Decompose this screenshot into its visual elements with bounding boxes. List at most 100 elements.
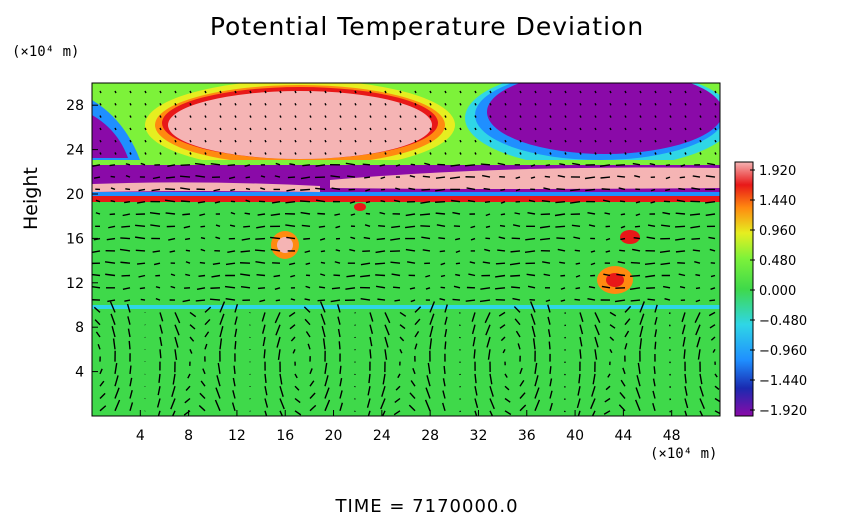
vector-arrow (150, 224, 161, 227)
vector-arrow (466, 187, 476, 191)
vector-arrow (108, 225, 116, 229)
vector-arrow (442, 402, 446, 411)
vector-arrow (603, 410, 611, 415)
vector-arrow (556, 188, 566, 191)
vector-arrow (639, 127, 642, 131)
vector-arrow (224, 285, 236, 289)
vector-arrow (691, 187, 701, 191)
x-tick-label: 20 (325, 428, 343, 444)
vector-arrow (234, 304, 239, 313)
vector-arrow (709, 324, 716, 329)
vector-arrow (609, 324, 616, 329)
vector-arrow (377, 298, 386, 301)
colorbar-tick-label: 1.920 (759, 164, 796, 179)
vector-arrow (204, 127, 207, 131)
vector-arrow (126, 303, 131, 313)
vector-arrow (421, 188, 431, 191)
vector-arrow (309, 102, 312, 106)
vector-arrow (234, 90, 237, 94)
plot-frame (91, 82, 721, 417)
vector-arrow (588, 286, 596, 289)
vector-arrow (440, 262, 446, 266)
vector-arrow (577, 386, 581, 396)
vector-arrow (675, 237, 686, 241)
vector-arrow (135, 224, 146, 227)
vector-arrow (609, 348, 613, 354)
vector-arrow (99, 152, 102, 155)
vector-arrow (379, 164, 386, 167)
vector-arrow (652, 403, 656, 411)
vector-arrow (104, 261, 116, 264)
vector-arrow (369, 102, 372, 106)
vector-arrow (292, 349, 296, 354)
vector-arrow (229, 224, 236, 227)
vector-arrow (624, 139, 627, 143)
vector-arrow (442, 390, 446, 399)
vector-arrow (408, 404, 416, 412)
vector-arrow (487, 349, 491, 360)
vector-arrow (624, 330, 630, 338)
vector-arrow (714, 385, 720, 390)
vector-arrow (99, 115, 102, 118)
vector-arrow (354, 127, 357, 131)
vector-arrow (414, 139, 417, 143)
vector-arrow (393, 410, 401, 416)
vector-arrow (519, 152, 522, 155)
vector-arrow (712, 348, 716, 353)
vector-arrow (399, 348, 403, 354)
vector-arrow (369, 324, 374, 335)
vector-arrow (489, 115, 492, 118)
vector-arrow (624, 152, 627, 155)
colorbar-ticks: 1.920 1.440 0.960 0.480 0.000 −0.480 −0.960 −1.… (750, 164, 807, 419)
vector-arrow (609, 102, 612, 106)
vector-arrow (286, 236, 296, 240)
vector-arrow (594, 115, 597, 118)
vector-arrow (209, 298, 221, 301)
vector-arrow (414, 306, 422, 313)
vector-arrow (654, 102, 657, 106)
vector-arrow (410, 380, 416, 387)
vector-arrow (225, 262, 236, 266)
vector-arrow (425, 387, 431, 399)
vector-arrow (549, 127, 552, 131)
vector-arrow (114, 362, 118, 375)
vector-arrow (409, 174, 416, 178)
vector-arrow (714, 115, 717, 118)
vector-arrow (453, 285, 461, 289)
vector-arrow (435, 188, 446, 192)
vector-arrow (699, 127, 702, 131)
vector-arrow (189, 324, 196, 330)
vector-arrow (114, 399, 121, 412)
y-tick-label: 8 (75, 320, 84, 336)
vector-arrow (159, 127, 162, 131)
vector-arrow (639, 313, 645, 325)
vector-arrow (214, 201, 221, 204)
vector-arrow (617, 261, 626, 264)
vector-arrow (264, 139, 267, 143)
colorbar (734, 161, 754, 417)
vector-arrow (690, 225, 701, 229)
vector-arrow (519, 127, 522, 131)
vector-arrow (555, 201, 566, 204)
vector-arrow (381, 410, 386, 416)
vector-arrow (665, 188, 671, 192)
vector-arrow (414, 90, 417, 94)
vector-arrow (707, 162, 716, 166)
vector-arrow (274, 175, 281, 178)
vector-arrow (204, 152, 207, 155)
vector-arrow (174, 349, 178, 360)
vector-arrow (405, 248, 416, 252)
vector-arrow (309, 152, 312, 155)
vector-arrow (219, 115, 222, 118)
vector-arrow (294, 152, 297, 155)
vector-arrow (309, 392, 316, 399)
vector-arrow (579, 102, 582, 106)
vector-arrow (695, 274, 701, 277)
vector-arrow (444, 102, 447, 106)
vector-arrow (394, 299, 401, 302)
y-axis-unit: (×10⁴ m) (12, 44, 80, 60)
vector-arrow (534, 387, 540, 399)
vector-arrow (260, 175, 266, 178)
vector-arrow (337, 328, 341, 338)
vector-arrow (665, 164, 671, 167)
